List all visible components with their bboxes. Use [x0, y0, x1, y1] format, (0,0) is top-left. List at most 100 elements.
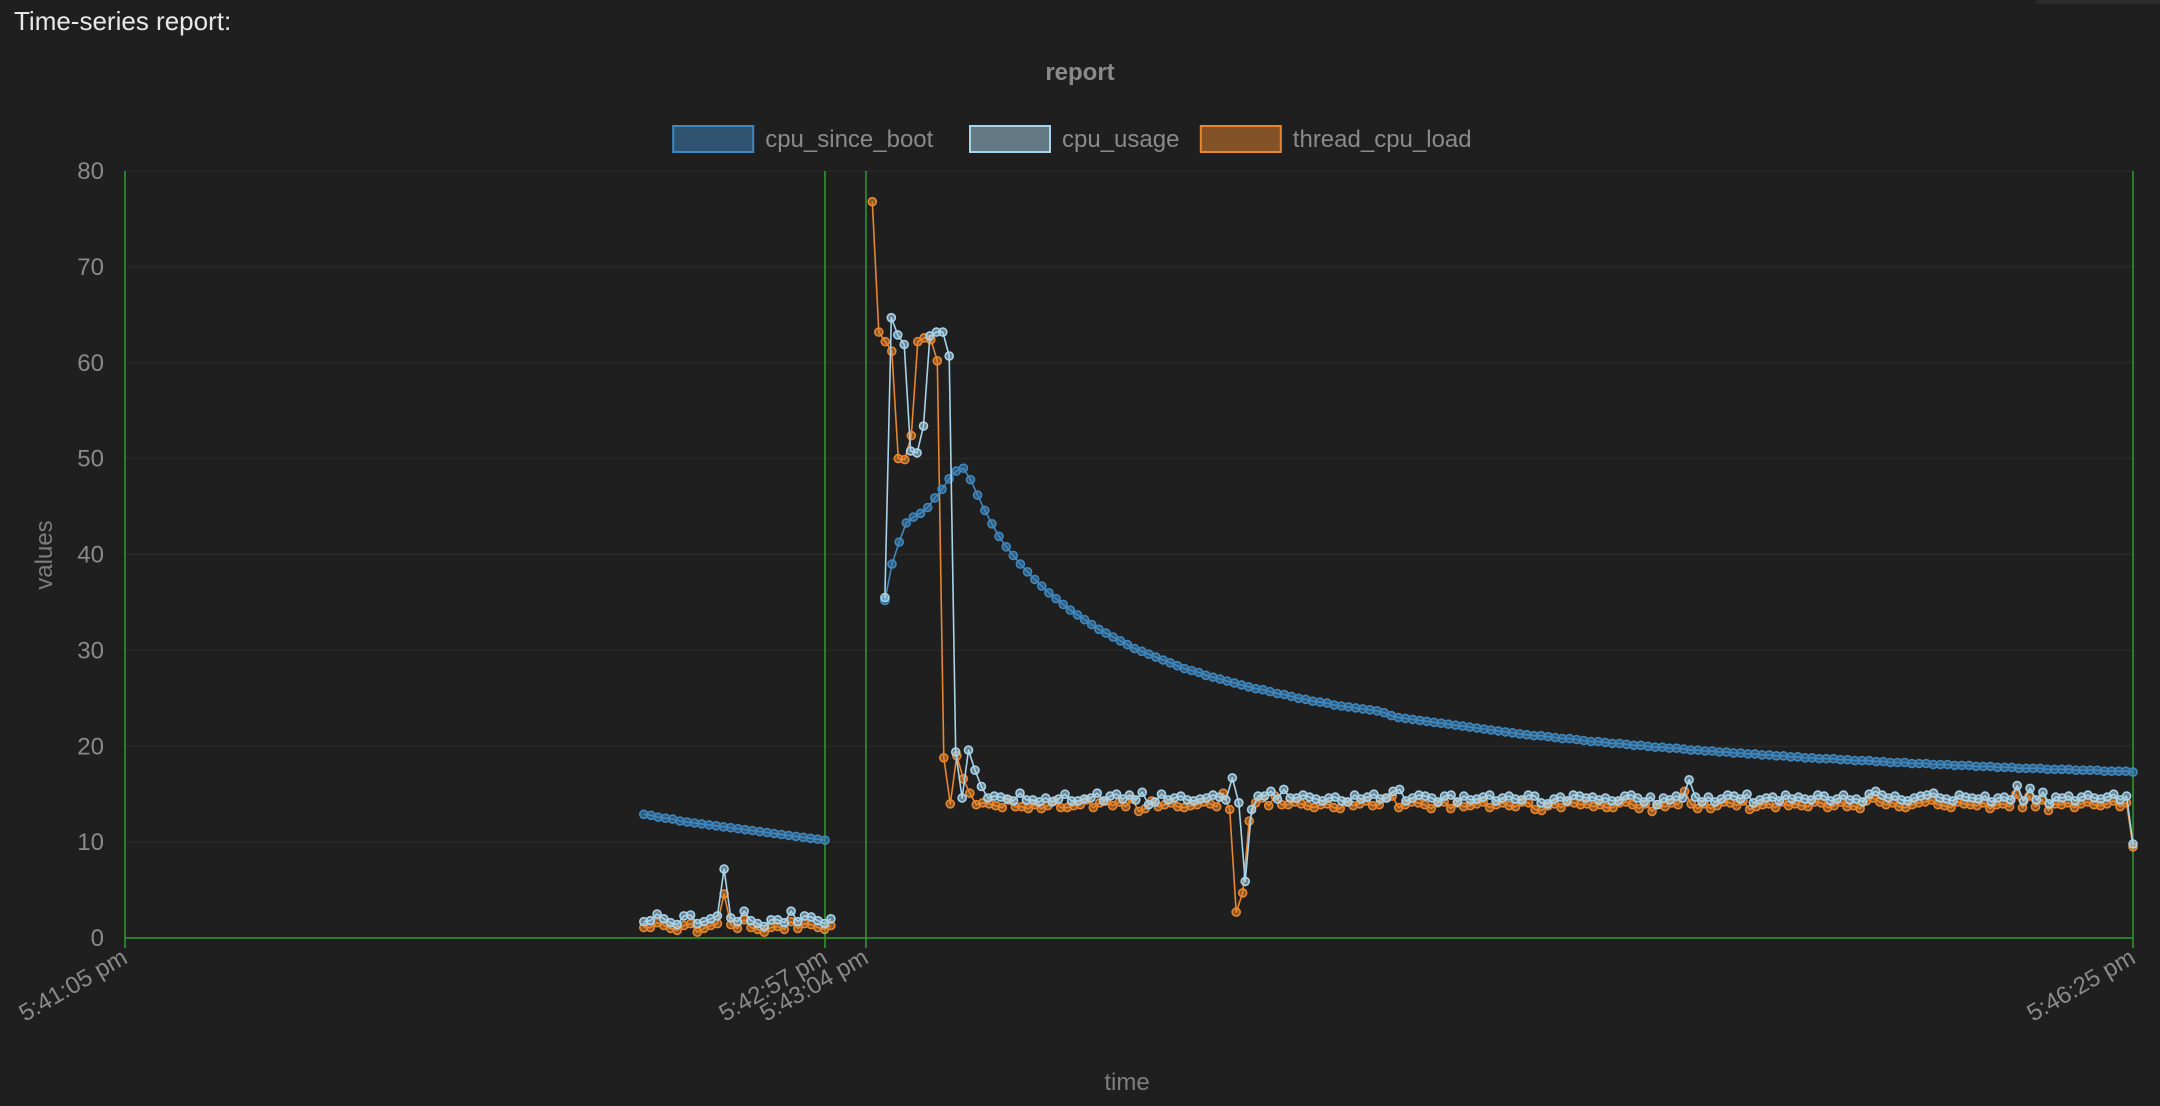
data-point [1742, 789, 1752, 800]
data-point [1131, 795, 1141, 805]
data-point [964, 788, 975, 799]
data-point [1529, 791, 1540, 801]
data-point [1686, 798, 1696, 809]
y-tick-label: 10 [77, 829, 104, 856]
y-tick-label: 60 [77, 350, 104, 377]
data-point [1060, 789, 1070, 800]
data-point [976, 781, 987, 792]
legend-item-cpu_usage: cpu_usage [969, 125, 1179, 153]
data-point [1928, 788, 1939, 799]
data-point [1613, 796, 1624, 806]
data-point [1237, 888, 1248, 898]
data-point [1634, 803, 1644, 814]
data-point [922, 502, 933, 513]
data-point [1234, 797, 1244, 808]
data-point [1108, 632, 1118, 642]
data-point [1673, 799, 1683, 810]
data-point [1426, 803, 1436, 814]
legend-label: thread_cpu_load [1293, 126, 1472, 153]
data-point [1015, 559, 1026, 569]
y-axis-label: values [31, 520, 58, 589]
data-point [892, 330, 903, 340]
data-point [826, 913, 836, 924]
data-point [672, 919, 683, 930]
data-point [1101, 628, 1111, 638]
data-point [1645, 792, 1656, 802]
data-point [1001, 541, 1012, 552]
data-point [792, 916, 803, 927]
data-point [963, 745, 974, 755]
data-point [880, 336, 891, 347]
data-point [1703, 792, 1714, 802]
data-point [912, 448, 922, 458]
data-point [958, 463, 969, 474]
data-point [908, 512, 919, 522]
y-tick-label: 70 [77, 254, 104, 281]
data-point [1343, 797, 1353, 807]
data-point [1677, 793, 1688, 803]
data-point [965, 474, 976, 485]
data-point [1094, 624, 1104, 635]
data-point [2018, 796, 2029, 806]
legend-swatch [672, 125, 755, 153]
legend-item-thread_cpu_load: thread_cpu_load [1199, 125, 1472, 153]
chart-legend: cpu_since_boot cpu_usage thread_cpu_load [672, 125, 1472, 153]
data-point [944, 351, 955, 361]
data-point [1065, 605, 1076, 615]
x-tick-label: 5:46:25 pm [2022, 944, 2140, 1027]
data-point [1086, 619, 1097, 630]
data-point [1224, 804, 1235, 815]
data-point [1124, 790, 1135, 800]
data-point [2121, 791, 2132, 801]
data-point [2012, 780, 2022, 791]
data-point [1690, 792, 1701, 802]
data-point [1452, 797, 1463, 807]
page-title: Time-series report: [14, 6, 232, 36]
legend-label: cpu_usage [1062, 126, 1179, 153]
data-point [972, 490, 983, 500]
data-point [873, 327, 884, 337]
data-point [1259, 791, 1270, 801]
data-point [1819, 791, 1829, 801]
data-point [901, 518, 912, 528]
data-point [1227, 773, 1238, 783]
data-point [899, 454, 910, 465]
data-point [1335, 803, 1345, 814]
series-line [884, 467, 2134, 773]
data-point [1381, 793, 1392, 803]
data-point [1639, 797, 1649, 807]
y-tick-label: 0 [91, 925, 104, 952]
chart-title: report [1045, 59, 1114, 86]
data-point [1731, 800, 1742, 811]
data-point [997, 802, 1008, 813]
data-point [1122, 639, 1133, 650]
data-point [1150, 797, 1160, 807]
data-point [1240, 876, 1250, 887]
data-point [1980, 791, 1990, 801]
data-point [1279, 784, 1289, 795]
data-point [645, 915, 656, 926]
legend-swatch [969, 125, 1051, 153]
data-point [1684, 774, 1694, 785]
data-point [1446, 790, 1456, 800]
data-point [1272, 794, 1283, 804]
data-point [1445, 803, 1456, 814]
data-point [1263, 800, 1274, 811]
data-point [1562, 796, 1572, 806]
data-point [906, 430, 917, 441]
data-point [1051, 593, 1061, 604]
data-point [1484, 790, 1495, 800]
data-point [987, 518, 997, 529]
data-point [1156, 789, 1167, 800]
data-point [1008, 796, 1019, 806]
data-point [1231, 907, 1241, 917]
data-point [886, 346, 897, 357]
data-point [1948, 796, 1958, 806]
data-point [994, 531, 1004, 542]
data-point [957, 793, 967, 803]
data-point [1652, 799, 1662, 810]
data-point [1037, 581, 1047, 591]
data-point [1008, 550, 1019, 561]
data-point [2044, 798, 2055, 809]
data-point [937, 484, 947, 495]
